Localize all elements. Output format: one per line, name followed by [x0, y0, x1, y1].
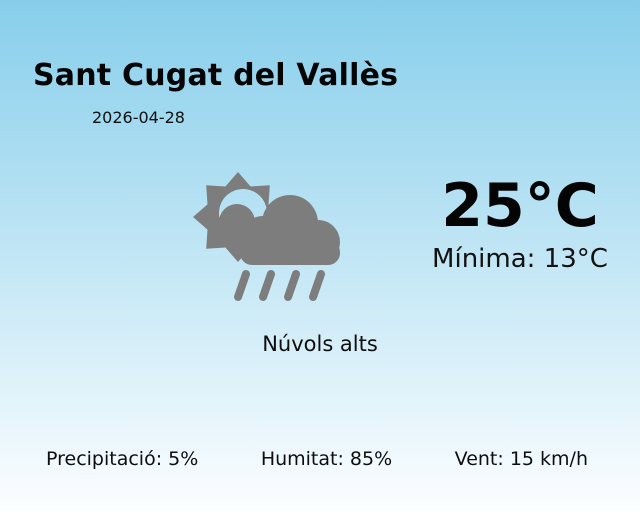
minimum-temperature: Mínima: 13°C — [432, 244, 608, 274]
humidity-detail: Humitat: 85% — [260, 448, 393, 470]
current-temperature: 25°C — [441, 171, 599, 241]
rain-streaks — [234, 270, 325, 301]
icon-fill-group — [193, 172, 340, 265]
weather-condition: Núvols alts — [262, 332, 378, 356]
cloud-base — [240, 240, 340, 265]
precipitation-detail: Precipitació: 5% — [46, 448, 199, 470]
location-title: Sant Cugat del Vallès — [33, 58, 399, 93]
weather-details-row: Precipitació: 5% Humitat: 85% Vent: 15 k… — [0, 448, 640, 471]
sun-behind-rain-cloud-icon — [185, 160, 345, 310]
forecast-date: 2026-04-28 — [92, 108, 185, 127]
wind-detail: Vent: 15 km/h — [454, 448, 588, 470]
